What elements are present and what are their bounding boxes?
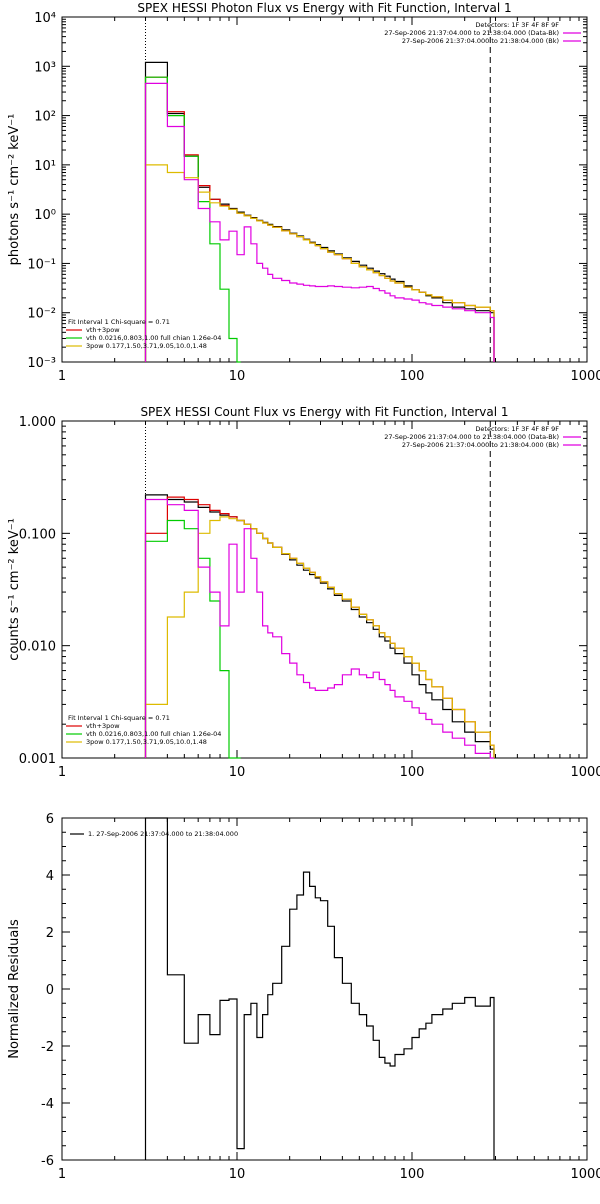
x-tick-label: 1 (58, 1167, 66, 1182)
y-axis-label: Normalized Residuals (7, 919, 22, 1059)
y-tick-label: -2 (41, 1040, 54, 1055)
y-tick-label: 10¹ (34, 159, 56, 174)
y-tick-label: 10⁰ (34, 208, 56, 223)
chart-panel-1: SPEX HESSI Photon Flux vs Energy with Fi… (7, 1, 600, 384)
x-tick-label: 10 (229, 765, 246, 780)
legend-entry: 27-Sep-2006 21:37:04.000 to 21:38:04.000… (402, 441, 559, 449)
x-tick-label: 1000 (570, 765, 600, 780)
data-series-1 (144, 61, 495, 362)
x-tick-label: 100 (400, 369, 425, 384)
y-tick-label: 10⁻³ (27, 356, 56, 371)
data-series-4 (144, 164, 495, 362)
data-series-5 (144, 82, 495, 362)
data-series-1 (144, 817, 495, 1160)
data-series-2 (144, 76, 495, 362)
y-tick-label: 6 (46, 812, 54, 827)
legend-entry: 3pow 0.177,1.50,3.71,9.05,10.0,1.48 (86, 342, 207, 350)
chart-title: SPEX HESSI Photon Flux vs Energy with Fi… (137, 1, 511, 15)
y-tick-label: 10² (34, 110, 56, 125)
plot-frame (61, 817, 588, 1161)
legend-entry: 3pow 0.177,1.50,3.71,9.05,10.0,1.48 (86, 738, 207, 746)
x-tick-label: 1 (58, 369, 66, 384)
legend-entry: 27-Sep-2006 21:37:04.000 to 21:38:04.000… (402, 37, 559, 45)
legend-entry: 27-Sep-2006 21:37:04.000 to 21:38:04.000… (384, 433, 559, 441)
y-tick-label: 0.001 (19, 752, 56, 767)
legend-entry: vth+3pow (86, 722, 120, 730)
y-tick-label: 0.100 (19, 527, 56, 542)
data-series-4 (144, 516, 495, 758)
x-tick-label: 1000 (570, 369, 600, 384)
chart-panel-2: SPEX HESSI Count Flux vs Energy with Fit… (7, 405, 600, 780)
legend-entry: 1. 27-Sep-2006 21:37:04.000 to 21:38:04.… (88, 830, 238, 838)
x-tick-label: 100 (400, 765, 425, 780)
y-tick-label: 0.010 (19, 640, 56, 655)
x-tick-label: 10 (229, 1167, 246, 1182)
plot-frame (61, 420, 588, 759)
plot-frame (61, 16, 588, 363)
x-tick-label: 1000 (570, 1167, 600, 1182)
legend-entry: Fit Interval 1 Chi-square = 0.71 (68, 714, 170, 722)
x-tick-label: 10 (229, 369, 246, 384)
y-tick-label: 10³ (34, 60, 56, 75)
legend-entry: vth 0.0216,0.803,1.00 full chian 1.26e-0… (86, 730, 221, 738)
y-tick-label: 2 (46, 926, 54, 941)
chart-title: SPEX HESSI Count Flux vs Energy with Fit… (140, 405, 508, 419)
legend-entry: 27-Sep-2006 21:37:04.000 to 21:38:04.000… (384, 29, 559, 37)
y-tick-label: -6 (41, 1154, 54, 1169)
legend-entry: vth 0.0216,0.803,1.00 full chian 1.26e-0… (86, 334, 221, 342)
legend-entry: Detectors: 1F 3F 4F 8F 9F (475, 425, 559, 433)
x-tick-label: 1 (58, 765, 66, 780)
y-tick-label: 0 (46, 983, 54, 998)
y-tick-label: 10⁻¹ (27, 257, 56, 272)
y-tick-label: 4 (46, 869, 54, 884)
chart-panel-3: Normalized Residuals 1 10 100 1000 -6 -4 -2 0 2 4 6… (7, 812, 600, 1182)
y-tick-label: -4 (41, 1097, 54, 1112)
legend-entry: Detectors: 1F 3F 4F 8F 9F (475, 21, 559, 29)
data-series-3 (144, 519, 241, 759)
legend-entry: vth+3pow (86, 326, 120, 334)
x-tick-label: 100 (400, 1167, 425, 1182)
y-tick-label: 10⁻² (27, 307, 56, 322)
y-tick-label: 1.000 (19, 415, 56, 430)
legend-entry: Fit Interval 1 Chi-square = 0.71 (68, 318, 170, 326)
data-series-5 (144, 498, 494, 759)
y-tick-label: 10⁴ (34, 11, 56, 26)
y-axis-label: counts s⁻¹ cm⁻² keV⁻¹ (7, 518, 22, 661)
y-axis-label: photons s⁻¹ cm⁻² keV⁻¹ (7, 114, 22, 266)
